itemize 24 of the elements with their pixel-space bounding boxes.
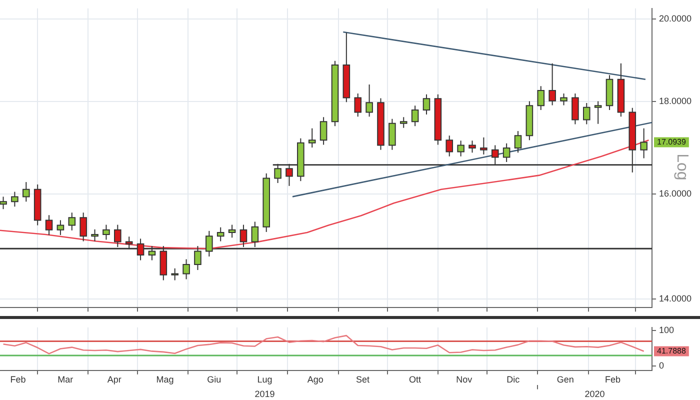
y-tick-label: 0 bbox=[659, 360, 664, 371]
x-tick-label: Gen bbox=[556, 374, 574, 384]
x-tick-label: Apr bbox=[107, 374, 122, 384]
x-tick-label: Feb bbox=[10, 374, 26, 384]
x-tick-label: Nov bbox=[456, 374, 473, 384]
x2-tick-label: 2019 bbox=[254, 389, 275, 400]
x-tick-label: Mag bbox=[156, 374, 174, 384]
y-tick-label: 18.0000 bbox=[659, 96, 692, 106]
x-tick-label: Giu bbox=[207, 374, 222, 384]
y-tick-label: 100 bbox=[659, 325, 674, 336]
text: Log bbox=[674, 154, 691, 180]
y-tick-label: 20.0000 bbox=[659, 13, 692, 24]
x-tick-label: Feb bbox=[605, 374, 621, 384]
x-tick-label: Ago bbox=[307, 374, 324, 384]
annotation: 17.0939 bbox=[657, 137, 686, 146]
x2-tick-label: 2020 bbox=[584, 389, 605, 400]
x-tick-label: Lug bbox=[257, 374, 272, 384]
x-tick-label: Set bbox=[356, 374, 370, 384]
x-tick-label: Dic bbox=[506, 374, 520, 384]
y-tick-label: 16.0000 bbox=[659, 188, 692, 199]
x-tick-label: Mar bbox=[58, 374, 74, 384]
y-tick-label: 14.0000 bbox=[659, 294, 692, 304]
annotation: 41.7888 bbox=[657, 346, 686, 356]
x-tick-label: Ott bbox=[409, 374, 422, 384]
